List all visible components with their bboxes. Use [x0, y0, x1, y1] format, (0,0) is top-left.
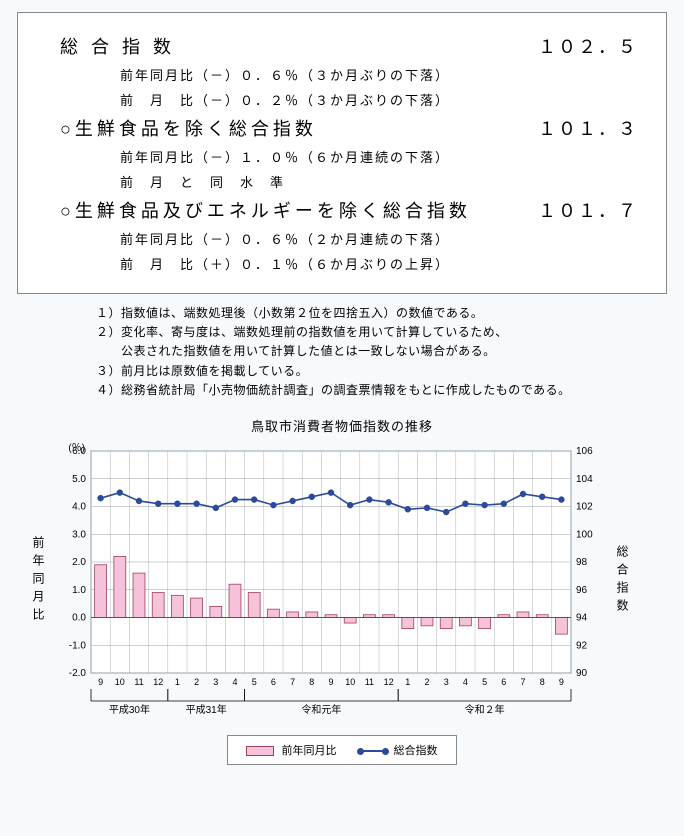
svg-text:9: 9 [98, 677, 103, 687]
svg-text:94: 94 [576, 612, 588, 623]
svg-text:3.0: 3.0 [72, 529, 86, 540]
chart-legend: 前年同月比 総合指数 [227, 735, 456, 765]
svg-text:令和元年: 令和元年 [301, 703, 341, 716]
svg-text:4: 4 [463, 677, 468, 687]
index-exfresh-row: ○生鮮食品を除く総合指数 １０１．３ [60, 115, 638, 141]
y-axis-right-label: 総合指数 [611, 545, 631, 617]
svg-text:11: 11 [134, 677, 143, 687]
svg-text:5: 5 [482, 677, 487, 687]
svg-text:98: 98 [576, 557, 588, 568]
svg-text:1: 1 [175, 677, 180, 687]
svg-text:3: 3 [444, 677, 449, 687]
svg-text:6: 6 [501, 677, 506, 687]
exfresh-mom: 前 月 と 同 水 準 [120, 172, 638, 191]
footnote-2: ２）変化率、寄与度は、端数処理前の指数値を用いて計算しているため、 [96, 323, 668, 342]
y-axis-left-label: 前年同月比 [27, 536, 47, 626]
index-overall-label: 総 合 指 数 [60, 33, 175, 59]
index-exfresh-label: ○生鮮食品を除く総合指数 [60, 115, 317, 141]
svg-text:10: 10 [345, 677, 355, 687]
legend-line-item: 総合指数 [359, 742, 438, 758]
svg-text:100: 100 [576, 529, 593, 540]
svg-text:2: 2 [424, 677, 429, 687]
svg-text:90: 90 [576, 668, 588, 679]
exfe-yoy: 前年同月比（－）０．６％（２か月連続の下落） [120, 229, 638, 248]
svg-text:3: 3 [213, 677, 218, 687]
svg-text:5.0: 5.0 [72, 474, 86, 485]
svg-text:平成31年: 平成31年 [186, 703, 227, 716]
overall-mom: 前 月 比（－）０．２％（３か月ぶりの下落） [120, 90, 638, 109]
svg-text:6.0: 6.0 [72, 446, 86, 457]
svg-text:7: 7 [520, 677, 525, 687]
svg-text:6: 6 [271, 677, 276, 687]
svg-text:104: 104 [576, 474, 593, 485]
svg-text:2.0: 2.0 [72, 557, 86, 568]
index-exfresh-energy-row: ○生鮮食品及びエネルギーを除く総合指数 １０１．７ [60, 197, 638, 223]
exfe-mom: 前 月 比（＋）０．１％（６か月ぶりの上昇） [120, 254, 638, 273]
cpi-chart: (％)-2.0-1.00.01.02.03.04.05.06.090929496… [49, 441, 609, 721]
svg-text:8: 8 [309, 677, 314, 687]
legend-line-label: 総合指数 [394, 745, 438, 757]
svg-text:5: 5 [252, 677, 257, 687]
svg-text:2: 2 [194, 677, 199, 687]
summary-panel: 総 合 指 数 １０２．５ 前年同月比（－）０．６％（３か月ぶりの下落） 前 月… [17, 12, 667, 294]
svg-text:96: 96 [576, 585, 588, 596]
index-exfresh-energy-label: ○生鮮食品及びエネルギーを除く総合指数 [60, 197, 471, 223]
footnote-3: ３）前月比は原数値を掲載している。 [96, 362, 668, 381]
chart-title: 鳥取市消費者物価指数の推移 [27, 416, 657, 435]
index-exfresh-value: １０１．３ [538, 115, 638, 141]
svg-text:12: 12 [153, 677, 163, 687]
index-overall-value: １０２．５ [538, 33, 638, 59]
chart-container: 鳥取市消費者物価指数の推移 前年同月比 (％)-2.0-1.00.01.02.0… [27, 416, 657, 765]
overall-yoy: 前年同月比（－）０．６％（３か月ぶりの下落） [120, 65, 638, 84]
svg-text:92: 92 [576, 640, 588, 651]
footnote-1: １）指数値は、端数処理後（小数第２位を四捨五入）の数値である。 [96, 304, 668, 323]
svg-text:7: 7 [290, 677, 295, 687]
footnotes: １）指数値は、端数処理後（小数第２位を四捨五入）の数値である。 ２）変化率、寄与… [96, 304, 668, 400]
svg-text:1.0: 1.0 [72, 585, 86, 596]
svg-text:10: 10 [115, 677, 125, 687]
svg-text:平成30年: 平成30年 [109, 703, 150, 716]
svg-text:9: 9 [559, 677, 564, 687]
svg-text:102: 102 [576, 501, 593, 512]
svg-text:12: 12 [384, 677, 394, 687]
svg-text:-2.0: -2.0 [69, 668, 87, 679]
svg-text:4: 4 [232, 677, 237, 687]
svg-text:1: 1 [405, 677, 410, 687]
index-overall-row: 総 合 指 数 １０２．５ [60, 33, 638, 59]
svg-text:8: 8 [540, 677, 545, 687]
legend-bar-item: 前年同月比 [246, 742, 336, 758]
index-exfresh-energy-value: １０１．７ [538, 197, 638, 223]
svg-text:9: 9 [328, 677, 333, 687]
svg-text:-1.0: -1.0 [69, 640, 87, 651]
exfresh-yoy: 前年同月比（－）１．０％（６か月連続の下落） [120, 147, 638, 166]
legend-bar-label: 前年同月比 [282, 745, 337, 757]
svg-text:令和２年: 令和２年 [465, 703, 505, 716]
legend-bar-swatch [246, 746, 274, 756]
svg-text:0.0: 0.0 [72, 612, 86, 623]
footnote-2b: 公表された指数値を用いて計算した値とは一致しない場合がある。 [96, 342, 668, 361]
svg-text:11: 11 [365, 677, 374, 687]
legend-line-swatch [359, 750, 387, 752]
footnote-4: ４）総務省統計局「小売物価統計調査」の調査票情報をもとに作成したものである。 [96, 381, 668, 400]
svg-text:106: 106 [576, 446, 593, 457]
svg-text:4.0: 4.0 [72, 501, 86, 512]
